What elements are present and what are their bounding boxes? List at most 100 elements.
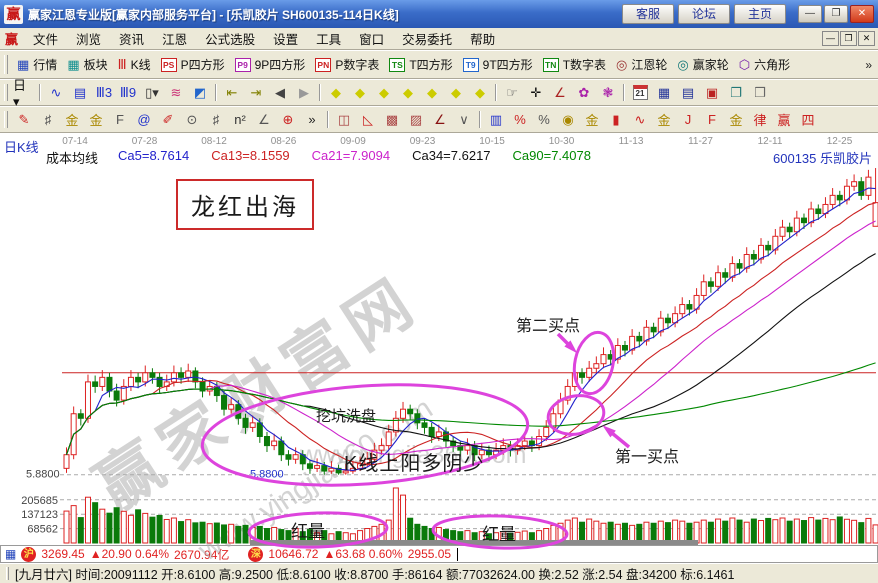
nav-last-icon[interactable]: ⇥ — [250, 84, 262, 100]
menu-4[interactable]: 公式选股 — [205, 33, 256, 47]
save-icon[interactable]: ▣ — [705, 84, 719, 100]
gold-ruler-a-icon[interactable]: 金 — [65, 113, 79, 128]
grid-b-icon[interactable]: ▨ — [409, 111, 423, 127]
f-ruler-icon[interactable]: F — [116, 112, 124, 127]
kline-style-dropdown-icon[interactable]: 日 ▾ — [13, 78, 27, 109]
win-tool-icon[interactable]: 赢 — [777, 113, 791, 128]
nav-prev-icon[interactable]: ◀ — [275, 84, 285, 100]
gold-circle-icon[interactable]: ◉ — [562, 111, 574, 127]
tool-gann-wheel-button[interactable]: ◎ 江恩轮 — [611, 54, 672, 75]
grid-a-icon[interactable]: ▩ — [385, 111, 399, 127]
tool-quotes-button[interactable]: ▦ 行情 — [12, 54, 62, 75]
grid-box-icon[interactable]: ◫ — [337, 111, 351, 127]
protractor-icon[interactable]: ∠ — [258, 111, 270, 127]
percent-retrace-icon[interactable]: % — [514, 112, 526, 127]
gold-ruler-b-icon[interactable]: 金 — [89, 113, 103, 128]
menu-9[interactable]: 帮助 — [470, 33, 496, 47]
four-tool-icon[interactable]: 四 — [801, 113, 815, 128]
vee-lines-icon[interactable]: ∨ — [459, 111, 469, 127]
mdi-minimize-button[interactable]: — — [822, 31, 839, 46]
diamond-updown-icon[interactable]: ◆ — [475, 84, 485, 100]
tool-sectors-button[interactable]: ▦ 板块 — [62, 54, 112, 75]
tool-9t-square-button[interactable]: T9 9T四方形 — [458, 54, 538, 75]
diamond-prev-icon[interactable]: ◆ — [331, 84, 341, 100]
diamond-shrink-icon[interactable]: ◆ — [403, 84, 413, 100]
row3-overflow[interactable]: » — [308, 112, 316, 127]
menu-2[interactable]: 资讯 — [119, 33, 145, 47]
gold3-icon[interactable]: 金 — [729, 113, 743, 128]
tool-t-square-button[interactable]: TS T四方形 — [384, 54, 457, 75]
menu-0[interactable]: 文件 — [33, 33, 59, 47]
f-line-icon[interactable]: F — [708, 112, 716, 127]
memo-icon[interactable]: ▤ — [73, 84, 87, 100]
tool-p-square-button[interactable]: PS P四方形 — [156, 54, 230, 75]
pencil-tool-icon[interactable]: ✎ — [18, 111, 30, 127]
brain-tool-icon[interactable]: ❃ — [602, 84, 614, 100]
circle-ruler-icon[interactable]: ⊙ — [186, 111, 198, 127]
tool-kline-button[interactable]: Ⅲ K线 — [113, 54, 156, 75]
rule-tool-icon[interactable]: 律 — [753, 113, 767, 128]
notebook-icon[interactable]: ▤ — [681, 84, 695, 100]
svg-text:10-15: 10-15 — [479, 136, 505, 147]
tick-ruler-icon[interactable]: ♯ — [212, 112, 220, 127]
mdi-restore-button[interactable]: ❐ — [840, 31, 857, 46]
spiral-tool-icon[interactable]: @ — [137, 112, 151, 127]
target-tool-icon[interactable]: ⊕ — [282, 111, 294, 127]
wave-icon[interactable]: ∿ — [50, 84, 62, 100]
menu-8[interactable]: 交易委托 — [402, 33, 453, 47]
bars9-icon[interactable]: Ⅲ9 — [119, 84, 137, 100]
toolbar1-overflow-chevron[interactable]: » — [865, 57, 872, 72]
color-chart-icon[interactable]: ◩ — [193, 84, 207, 100]
diamond-next-icon[interactable]: ◆ — [355, 84, 365, 100]
angle-tool-icon[interactable]: ∠ — [554, 84, 566, 100]
menu-1[interactable]: 浏览 — [76, 33, 102, 47]
tool-t-number-table-button[interactable]: TN T数字表 — [538, 54, 611, 75]
pattern-icon[interactable]: ≋ — [170, 84, 182, 100]
titlebar-button-1[interactable]: 论坛 — [678, 4, 730, 24]
fan-lines-icon[interactable]: ◺ — [363, 111, 373, 127]
restore-button[interactable]: ❐ — [824, 5, 848, 23]
brush-tool-icon[interactable]: ✐ — [162, 111, 174, 127]
shanghai-index-value: 3269.45 — [41, 547, 85, 561]
bar-ruler-icon[interactable]: ▥ — [489, 111, 503, 127]
bars3-icon[interactable]: Ⅲ3 — [95, 84, 113, 100]
gold-line-icon[interactable]: 金 — [585, 113, 599, 128]
candle-dropdown-icon[interactable]: ▯▾ — [145, 84, 159, 100]
calendar-icon[interactable]: 21 — [629, 83, 651, 103]
flower-tool-icon[interactable]: ✿ — [578, 84, 590, 100]
minimize-button[interactable]: — — [798, 5, 822, 23]
quotes-mini-icon[interactable]: ▦ — [5, 547, 17, 561]
nav-first-icon[interactable]: ⇤ — [226, 84, 238, 100]
calculator-icon[interactable]: ▦ — [657, 84, 671, 100]
hand-tool-icon[interactable]: ☞ — [506, 84, 518, 100]
percent-tool-icon[interactable]: % — [538, 112, 550, 127]
gann-ruler-icon[interactable]: ♯ — [44, 112, 52, 127]
mdi-close-button[interactable]: ✕ — [858, 31, 875, 46]
trend-angle-icon[interactable]: ∠ — [434, 111, 446, 127]
wave-line-icon[interactable]: ∿ — [634, 111, 646, 127]
diamond-star-icon[interactable]: ◆ — [427, 84, 437, 100]
menu-3[interactable]: 江恩 — [162, 33, 188, 47]
diamond-cross-icon[interactable]: ◆ — [451, 84, 461, 100]
kline-chart-canvas[interactable]: 07-14 07-28 08-12 08-26 09-09 09-23 10-15 10-30… — [0, 133, 878, 550]
tool-hexagon-button[interactable]: ⬡ 六角形 — [734, 54, 795, 75]
export-icon[interactable]: ❐ — [730, 84, 742, 100]
tool-p-number-table-button[interactable]: PN P数字表 — [310, 54, 384, 75]
nav-next-icon[interactable]: ▶ — [299, 84, 309, 100]
menu-5[interactable]: 设置 — [273, 33, 299, 47]
chart-area[interactable]: 赢家财富网 www.yingjia360.com www.yingjia360.… — [0, 133, 878, 567]
titlebar-button-0[interactable]: 客服 — [622, 4, 674, 24]
n2-ruler-icon[interactable]: n² — [234, 112, 246, 127]
candle-brush-icon[interactable]: ▮ — [612, 111, 620, 127]
crosshair-icon[interactable]: ✛ — [530, 84, 542, 100]
tool-winner-wheel-button[interactable]: ◎ 赢家轮 — [672, 54, 733, 75]
diamond-expand-icon[interactable]: ◆ — [379, 84, 389, 100]
menu-6[interactable]: 工具 — [316, 33, 342, 47]
titlebar-button-2[interactable]: 主页 — [734, 4, 786, 24]
j-line-icon[interactable]: J — [684, 112, 692, 127]
menu-7[interactable]: 窗口 — [359, 33, 385, 47]
close-button[interactable]: ✕ — [850, 5, 874, 23]
tool-9p-square-button[interactable]: P9 9P四方形 — [230, 54, 311, 75]
gold-line2-icon[interactable]: 金 — [657, 113, 671, 128]
print-icon[interactable]: ❒ — [754, 84, 766, 100]
